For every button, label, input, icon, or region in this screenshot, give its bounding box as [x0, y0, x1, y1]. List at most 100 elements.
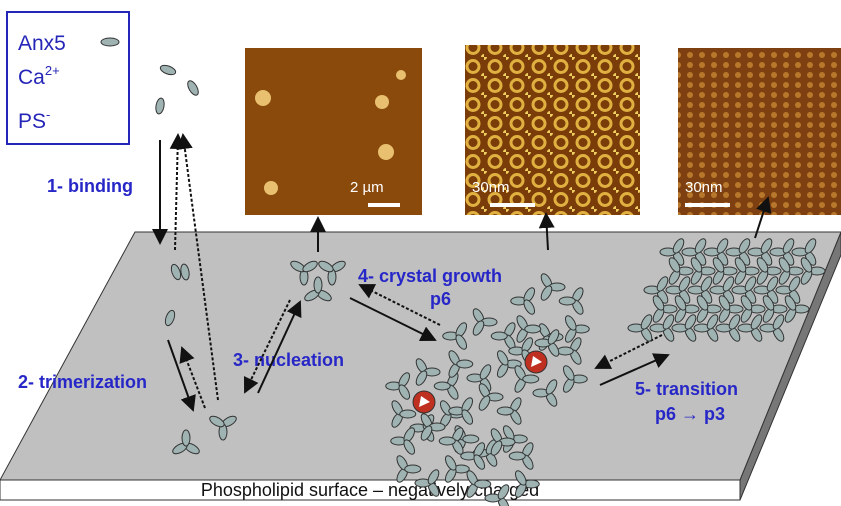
protein [522, 374, 540, 384]
legend-item: PS- [18, 107, 50, 133]
protein [678, 276, 691, 292]
protein [508, 451, 526, 461]
protein [524, 324, 542, 334]
step-label: 2- trimerization [18, 372, 147, 392]
protein [547, 329, 560, 345]
step-label: 1- binding [47, 176, 133, 196]
afm-image [465, 45, 640, 215]
protein [540, 285, 553, 301]
protein [313, 276, 323, 294]
protein [672, 238, 685, 254]
protein [420, 425, 433, 441]
protein [744, 276, 757, 292]
protein [433, 381, 451, 391]
step-label: 5- transition [635, 379, 738, 399]
surface-label: Phospholipid surface – negatively charge… [201, 480, 539, 500]
protein [462, 434, 480, 444]
protein [444, 455, 457, 471]
protein [181, 429, 191, 447]
protein [734, 257, 747, 273]
protein [415, 370, 428, 386]
protein [738, 238, 751, 254]
protein [756, 257, 769, 273]
legend-item: Anx5 [18, 32, 66, 55]
protein [690, 257, 703, 273]
protein [164, 309, 176, 327]
protein [438, 436, 456, 446]
protein [562, 365, 575, 381]
protein [403, 439, 416, 455]
protein [209, 415, 225, 428]
protein [760, 238, 773, 254]
protein [728, 314, 741, 330]
protein [473, 454, 486, 470]
protein [656, 276, 669, 292]
protein [461, 409, 474, 425]
protein [490, 331, 508, 341]
protein [782, 238, 795, 254]
protein [187, 80, 199, 96]
protein [478, 395, 491, 411]
protein [640, 314, 653, 330]
protein [674, 295, 687, 311]
protein [514, 470, 527, 486]
protein [718, 295, 731, 311]
protein [545, 379, 558, 395]
protein [490, 440, 503, 456]
protein [800, 257, 813, 273]
protein [766, 276, 779, 292]
protein [302, 260, 318, 273]
protein [398, 384, 411, 400]
step-label: 4- crystal growth [358, 266, 502, 286]
protein [497, 484, 510, 500]
protein [159, 64, 177, 76]
legend-box [6, 11, 130, 145]
protein [804, 238, 817, 254]
protein [180, 263, 190, 281]
protein [455, 334, 468, 350]
step-label: p6 [430, 289, 451, 309]
protein [762, 295, 775, 311]
protein [318, 260, 334, 273]
protein [712, 257, 725, 273]
protein [479, 364, 492, 380]
protein [694, 238, 707, 254]
protein [662, 314, 675, 330]
protein [155, 97, 165, 115]
protein [496, 406, 514, 416]
protein [652, 295, 665, 311]
protein [456, 359, 474, 369]
protein [472, 320, 485, 336]
protein [399, 409, 417, 419]
protein [716, 238, 729, 254]
protein [523, 299, 536, 315]
scale-label: 30nm [472, 179, 510, 196]
protein [556, 346, 574, 356]
protein [722, 276, 735, 292]
step-label: p6 → p3 [655, 404, 725, 424]
protein [772, 314, 785, 330]
protein [696, 295, 709, 311]
protein [684, 314, 697, 330]
step-label: 3- nucleation [233, 350, 344, 370]
protein [558, 296, 576, 306]
scale-label: 2 µm [350, 179, 384, 196]
protein [496, 350, 509, 366]
protein [700, 276, 713, 292]
protein [750, 314, 763, 330]
protein [404, 464, 422, 474]
protein [740, 295, 753, 311]
protein [668, 257, 681, 273]
protein [784, 295, 797, 311]
protein [170, 263, 182, 281]
protein [474, 479, 492, 489]
scale-label: 30nm [685, 179, 723, 196]
protein [564, 315, 577, 331]
protein [427, 469, 440, 485]
protein [778, 257, 791, 273]
legend-item: Ca2+ [18, 63, 60, 89]
protein [788, 276, 801, 292]
protein [706, 314, 719, 330]
afm-image [678, 48, 841, 215]
